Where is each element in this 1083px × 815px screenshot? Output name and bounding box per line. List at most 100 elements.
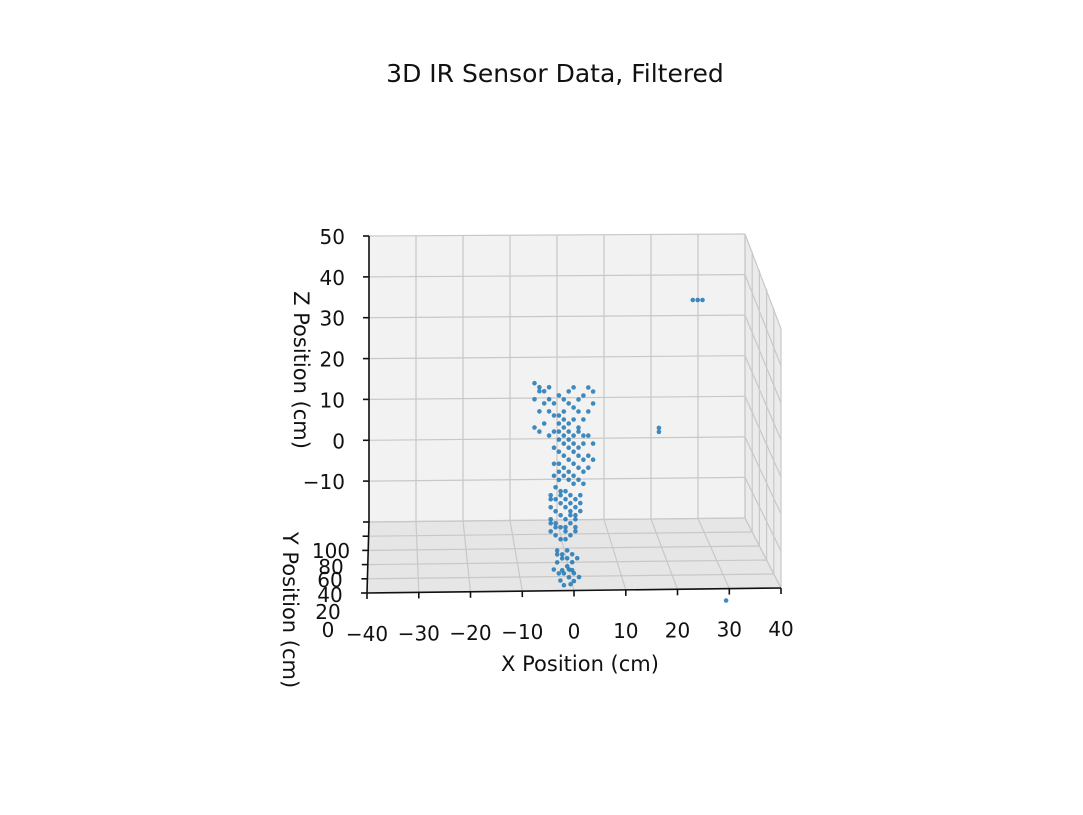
scatter-point bbox=[568, 512, 573, 518]
y-tick-label: 20 bbox=[315, 600, 340, 624]
scatter-point bbox=[546, 433, 552, 438]
scatter-point bbox=[558, 578, 563, 583]
scatter-point bbox=[590, 441, 596, 446]
scatter-point bbox=[551, 567, 557, 572]
scatter-point bbox=[559, 552, 565, 557]
x-tick-label: −40 bbox=[346, 622, 388, 646]
z-axis-label: Z Position (cm) bbox=[289, 291, 313, 449]
scatter-point bbox=[576, 409, 581, 414]
scatter-point bbox=[558, 488, 563, 494]
scatter-point bbox=[548, 521, 553, 526]
scatter-point bbox=[551, 445, 557, 451]
scatter-point bbox=[563, 496, 568, 502]
grid-line bbox=[744, 314, 782, 404]
scatter-point bbox=[573, 496, 578, 502]
scatter-point bbox=[571, 578, 577, 584]
scatter-point bbox=[576, 453, 581, 459]
scatter-point bbox=[553, 509, 558, 514]
scatter-point bbox=[586, 385, 591, 390]
scatter-point bbox=[571, 385, 576, 390]
scatter-point bbox=[561, 441, 567, 446]
scatter-point bbox=[564, 548, 570, 553]
scatter-point bbox=[558, 537, 563, 542]
scatter-point bbox=[548, 505, 553, 510]
tick-labels: −40 −30 −20 −10 0 10 20 30 40−100102030405002040… bbox=[303, 225, 794, 646]
scatter-point bbox=[551, 473, 557, 479]
grid-line bbox=[368, 274, 746, 278]
scatter-point bbox=[556, 421, 562, 426]
scatter-point bbox=[568, 532, 573, 538]
scatter-point bbox=[563, 488, 568, 494]
scatter-point bbox=[551, 401, 557, 406]
grid-line bbox=[367, 559, 767, 566]
scatter-point bbox=[581, 481, 586, 487]
scatter-point bbox=[556, 393, 562, 398]
scatter-point bbox=[571, 570, 577, 576]
scatter-point bbox=[690, 297, 696, 303]
scatter-point bbox=[568, 581, 573, 587]
z-tick-label: −10 bbox=[303, 470, 345, 494]
scatter-point bbox=[532, 425, 537, 430]
scatter-point bbox=[566, 469, 571, 475]
z-tick-label: 40 bbox=[320, 266, 345, 290]
scatter-point bbox=[541, 421, 547, 426]
scatter-point bbox=[546, 409, 552, 414]
grid-line bbox=[744, 477, 782, 552]
grid-line bbox=[744, 355, 782, 441]
grid-line bbox=[368, 233, 746, 237]
z-tick-label: 0 bbox=[332, 429, 345, 453]
scatter-point bbox=[556, 477, 562, 483]
scatter-point bbox=[548, 497, 553, 502]
scatter-point bbox=[561, 465, 567, 471]
scatter-point bbox=[576, 465, 581, 471]
scatter-point bbox=[581, 441, 586, 446]
scatter-point bbox=[556, 413, 562, 418]
scatter-point bbox=[546, 397, 552, 402]
scatter-point bbox=[571, 449, 576, 455]
scatter-point bbox=[561, 571, 567, 576]
scatter-point bbox=[590, 401, 596, 406]
scatter-point bbox=[566, 477, 571, 483]
scatter-point bbox=[564, 556, 570, 561]
scatter-point bbox=[561, 409, 567, 414]
scatter-point bbox=[563, 528, 568, 534]
scatter-point bbox=[576, 429, 581, 434]
scatter-point bbox=[561, 473, 567, 479]
scatter-point bbox=[573, 516, 578, 522]
scatter-point bbox=[574, 555, 580, 561]
axis-panes bbox=[367, 234, 781, 593]
scatter-point bbox=[566, 575, 572, 580]
z-tick-label: 20 bbox=[320, 348, 345, 372]
scatter-point bbox=[569, 559, 575, 565]
scatter-point bbox=[566, 421, 571, 426]
scatter-point bbox=[537, 409, 542, 414]
grid-line bbox=[650, 518, 679, 590]
scatter-point bbox=[581, 393, 586, 398]
y-tick-label: 60 bbox=[317, 568, 342, 592]
scatter-point bbox=[559, 556, 565, 561]
scatter-point bbox=[551, 413, 557, 418]
scatter-point bbox=[554, 552, 560, 557]
scatter-point bbox=[573, 504, 578, 510]
scatter-point bbox=[566, 445, 571, 451]
scatter-point bbox=[578, 508, 583, 514]
scatter-point bbox=[541, 389, 547, 394]
scatter-point bbox=[581, 457, 586, 463]
z-tick-label: 10 bbox=[320, 388, 345, 412]
x-tick-label: 20 bbox=[665, 618, 690, 642]
scatter-point bbox=[723, 598, 729, 603]
scatter-point bbox=[569, 552, 575, 557]
grid-line bbox=[744, 233, 782, 330]
scatter-point bbox=[561, 417, 567, 422]
scatter-point bbox=[586, 409, 591, 414]
grid-line bbox=[368, 314, 746, 319]
grid-line bbox=[368, 545, 760, 551]
scatter-point bbox=[568, 500, 573, 506]
scatter-point bbox=[556, 429, 562, 434]
x-tick-label: 0 bbox=[568, 620, 581, 644]
grid-line bbox=[744, 396, 782, 478]
scatter-point bbox=[561, 582, 567, 588]
scatter-point bbox=[571, 473, 576, 479]
scatter-point bbox=[571, 433, 576, 438]
